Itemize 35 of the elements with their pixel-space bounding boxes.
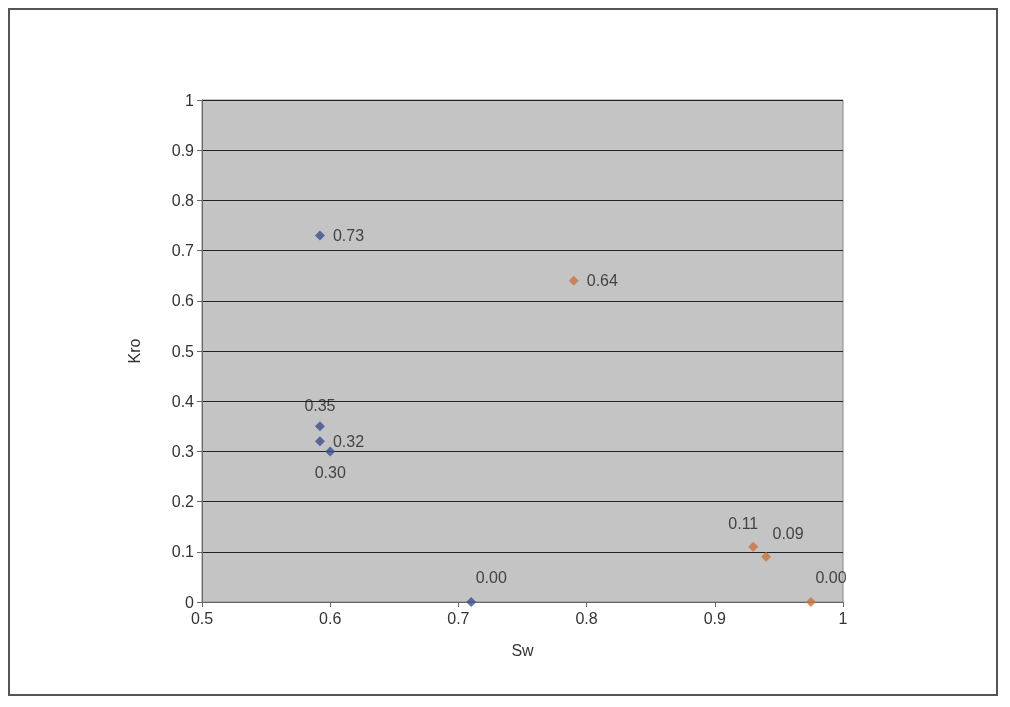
point (761, 551, 772, 562)
point (568, 275, 579, 286)
point (325, 446, 336, 457)
x-tick-label: 0.9 (703, 609, 727, 627)
y-tick-label: 0.3 (171, 442, 195, 460)
y-tick-label: 0.9 (171, 141, 195, 159)
x-tick-label: 1 (838, 609, 848, 627)
x-tick-label: 0.7 (447, 609, 470, 627)
point (314, 421, 325, 432)
point (314, 230, 325, 241)
data-label: 0.00 (475, 568, 507, 586)
point (314, 436, 325, 447)
y-axis-title: Kro (125, 338, 143, 364)
data-label: 0.64 (586, 272, 619, 290)
point (748, 541, 759, 552)
data-label: 0.11 (728, 515, 759, 533)
data-label: 0.73 (332, 227, 365, 245)
point (805, 597, 816, 607)
y-tick-label: 0.6 (171, 292, 195, 310)
y-tick-label: 0.5 (171, 342, 195, 360)
y-tick-label: 0 (185, 593, 195, 611)
y-tick-label: 0.1 (171, 543, 195, 561)
y-tick-label: 0.8 (171, 191, 195, 209)
y-tick-label: 0.2 (171, 493, 195, 511)
point (466, 597, 477, 607)
data-label: 0.09 (772, 525, 804, 543)
y-tick-label: 0.4 (171, 392, 195, 410)
y-tick-label: 0.7 (171, 242, 195, 260)
data-label: 0.32 (332, 432, 365, 450)
x-tick-label: 0.6 (319, 609, 342, 627)
data-label: 0.30 (314, 463, 346, 481)
y-tick-label: 1 (185, 91, 195, 109)
x-axis-title: Sw (511, 641, 535, 659)
x-tick-label: 0.8 (575, 609, 598, 627)
data-label: 0.00 (815, 568, 847, 586)
